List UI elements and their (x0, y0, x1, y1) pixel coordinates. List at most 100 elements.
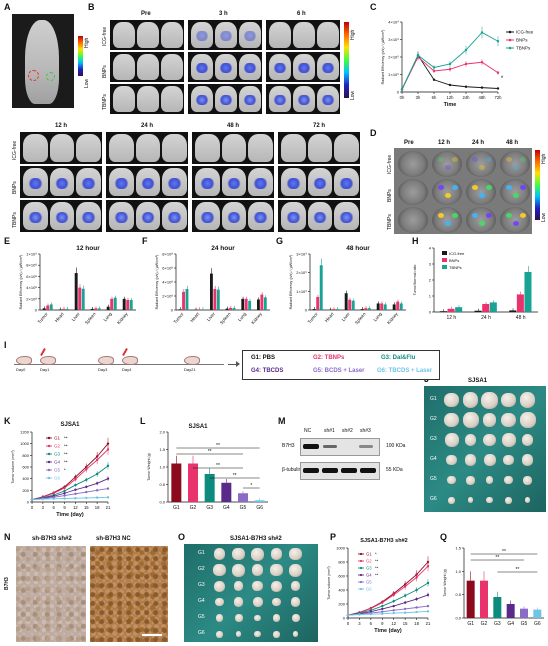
mouse-image (49, 168, 75, 196)
significance-marker: ** (216, 443, 220, 449)
x-tick-label: Tumor (307, 311, 319, 324)
panel-label-m: M (278, 416, 286, 426)
legend-label: G3 (54, 452, 61, 457)
chart-title: SJSA1 (60, 422, 80, 428)
mouse-image (162, 168, 187, 196)
y-tick-label: 0 (27, 500, 30, 505)
mouse-icon (184, 356, 200, 365)
tumor-specimen (292, 631, 299, 637)
y-axis-label: Tumor Weight (g) (443, 569, 447, 597)
tumor-specimen (216, 630, 223, 638)
panel-label-i: I (4, 340, 7, 350)
x-tick-label: Spleen (354, 311, 367, 325)
day-label: Day0 (16, 367, 26, 372)
imaging-frame (266, 52, 340, 82)
bar (447, 308, 455, 312)
y-tick-label: 2×10⁸ (26, 296, 37, 301)
mouse-image (195, 202, 220, 230)
chart-e: 12 hour 0 2×10⁸ 4×10⁸ 6×10⁸ 8×10⁸ 1×10⁹Radiant… (19, 245, 136, 325)
tumor-specimen (521, 434, 534, 446)
bar (364, 308, 368, 310)
bar (516, 294, 524, 312)
fluorescence-signal (81, 177, 97, 189)
x-tick-label: 12 (73, 505, 78, 510)
imaging-frame (192, 166, 274, 198)
organ-signal (513, 221, 519, 226)
imaging-frame (110, 52, 184, 82)
x-tick-label: 18 (414, 621, 419, 626)
y-tick-label: 1000 (336, 546, 346, 551)
legend-marker (47, 476, 51, 480)
tumor-specimen (289, 563, 302, 577)
y-tick-label: 1.5 (455, 546, 461, 551)
lane-label: NC (304, 428, 312, 434)
y-tick-label: 1×10⁹ (26, 252, 37, 257)
tumor-specimen (501, 433, 516, 447)
row-label: TBNPs (12, 212, 18, 228)
group-row-label: G1 (198, 550, 205, 556)
bar (232, 307, 236, 310)
tumor-specimen (448, 496, 455, 504)
bar (316, 296, 320, 310)
y-tick-label: 6×10⁸ (162, 266, 173, 271)
colorbar-low-label: Low (541, 212, 547, 222)
fluorescence-signal (199, 211, 215, 223)
y-axis-label: Radiant Efficiency (p/s) / (µW/cm²) (381, 30, 385, 85)
bar (480, 580, 488, 618)
bar (110, 298, 114, 310)
bar (506, 604, 515, 618)
fluorescence-signal (273, 63, 287, 74)
legend-label: BNPs (516, 38, 528, 43)
bar (524, 272, 532, 312)
fluorescence-signal (297, 95, 311, 106)
bar (182, 291, 185, 310)
bar (185, 289, 189, 310)
mouse-image (221, 202, 247, 230)
mouse-image (109, 134, 134, 162)
x-axis-label: Time (444, 102, 457, 108)
y-tick-label: 2 (429, 278, 432, 283)
group-row-label: G1 (430, 396, 437, 402)
imaging-frame (188, 20, 262, 50)
time-label: 48 h (506, 140, 519, 146)
legend-marker (359, 552, 363, 556)
y-tick-label: 400 (338, 588, 345, 593)
x-tick-label: G4 (507, 621, 514, 627)
mouse-image (317, 86, 339, 112)
panel-label-c: C (370, 2, 377, 12)
mouse-image (23, 168, 48, 196)
imaging-frame (20, 200, 102, 232)
significance-marker: ** (495, 555, 499, 561)
significance-marker: ** (375, 559, 379, 564)
panel-label-l: L (140, 416, 146, 426)
mouse-image (334, 202, 359, 230)
panel-a-colorbar (78, 36, 83, 76)
mouse-image (293, 22, 315, 48)
mouse-image (76, 202, 101, 230)
organ-signal (472, 157, 478, 162)
mouse-image (221, 168, 247, 196)
imaging-frame (278, 166, 360, 198)
bar (197, 309, 201, 310)
group-row-label: G3 (198, 582, 205, 588)
time-label: 6 h (297, 11, 306, 17)
group-label-g6: G6: TBCDS + Laser (377, 368, 433, 374)
panel-i-groups-box: G1: PBS G2: TBNPs G3: Dal&Flu G4: TBCDS … (242, 350, 440, 380)
row-label: ICG-free (387, 154, 393, 174)
y-tick-label: 0.0 (455, 616, 461, 621)
mouse-image (317, 54, 339, 80)
tumor-specimen (214, 580, 225, 592)
x-tick-label: Lung (372, 311, 383, 322)
legend-swatch (442, 251, 447, 255)
tumor-specimen (251, 564, 264, 576)
mouse-image (281, 202, 306, 230)
imaging-frame (20, 132, 102, 164)
x-tick-label: Heart (189, 311, 200, 323)
legend-label: G6 (54, 476, 61, 481)
organ-signal (472, 185, 478, 190)
series-line (31, 478, 109, 501)
bar (474, 310, 482, 312)
y-tick-label: 1.5 (159, 447, 165, 452)
mouse-image (195, 168, 220, 196)
mouse-image (239, 22, 261, 48)
